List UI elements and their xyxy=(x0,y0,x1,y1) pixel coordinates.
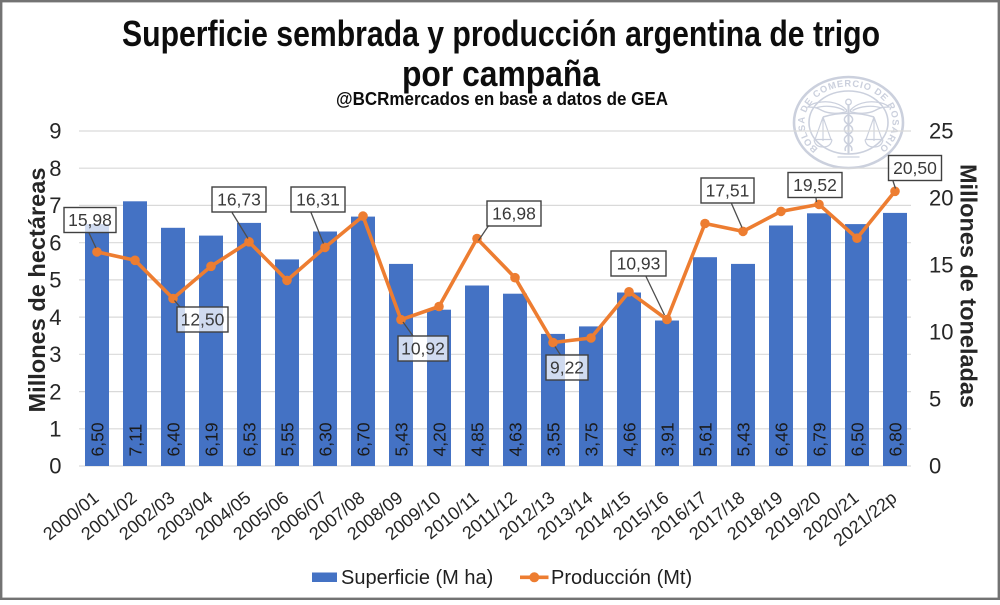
svg-text:Superficie sembrada y producci: Superficie sembrada y producción argenti… xyxy=(122,13,880,54)
svg-text:12,50: 12,50 xyxy=(181,309,225,329)
svg-text:Millones de toneladas: Millones de toneladas xyxy=(956,164,982,408)
svg-text:6,50: 6,50 xyxy=(87,422,107,456)
svg-text:3,55: 3,55 xyxy=(543,422,563,456)
svg-text:6,80: 6,80 xyxy=(885,422,905,456)
svg-text:4,66: 4,66 xyxy=(619,422,639,456)
svg-text:10: 10 xyxy=(929,320,953,345)
svg-text:16,31: 16,31 xyxy=(296,189,340,209)
svg-text:10,93: 10,93 xyxy=(617,253,661,273)
svg-text:8: 8 xyxy=(49,156,61,181)
svg-text:6,53: 6,53 xyxy=(239,422,259,456)
svg-text:6,19: 6,19 xyxy=(201,422,221,456)
svg-text:7: 7 xyxy=(49,193,61,218)
svg-text:4,63: 4,63 xyxy=(505,422,525,456)
svg-text:6,30: 6,30 xyxy=(315,422,335,456)
svg-text:19,52: 19,52 xyxy=(793,175,837,195)
svg-text:5,43: 5,43 xyxy=(391,422,411,456)
svg-text:25: 25 xyxy=(929,119,953,144)
svg-text:9,22: 9,22 xyxy=(550,357,584,377)
svg-text:15: 15 xyxy=(929,253,953,278)
svg-text:10,92: 10,92 xyxy=(401,338,445,358)
svg-text:Millones de hectáreas: Millones de hectáreas xyxy=(24,168,50,413)
svg-text:6,46: 6,46 xyxy=(771,422,791,456)
svg-text:5,43: 5,43 xyxy=(733,422,753,456)
svg-text:Producción (Mt): Producción (Mt) xyxy=(551,567,692,589)
svg-text:7,11: 7,11 xyxy=(125,424,145,457)
svg-text:Superficie (M ha): Superficie (M ha) xyxy=(341,567,493,589)
svg-text:6,70: 6,70 xyxy=(353,422,373,456)
svg-text:4: 4 xyxy=(49,305,61,330)
svg-text:@BCRmercados en base a datos d: @BCRmercados en base a datos de GEA xyxy=(336,89,668,109)
svg-text:0: 0 xyxy=(929,454,941,479)
svg-text:2: 2 xyxy=(49,379,61,404)
svg-text:1: 1 xyxy=(49,417,61,442)
svg-text:6: 6 xyxy=(49,230,61,255)
svg-text:17,51: 17,51 xyxy=(706,180,750,200)
svg-text:4,20: 4,20 xyxy=(429,422,449,456)
svg-text:4,85: 4,85 xyxy=(467,422,487,456)
svg-text:6,50: 6,50 xyxy=(847,422,867,456)
svg-text:16,98: 16,98 xyxy=(492,203,536,223)
svg-text:0: 0 xyxy=(49,454,61,479)
svg-text:20: 20 xyxy=(929,186,953,211)
svg-text:5: 5 xyxy=(929,387,941,412)
svg-text:20,50: 20,50 xyxy=(893,158,937,178)
svg-text:15,98: 15,98 xyxy=(68,210,112,230)
svg-text:3: 3 xyxy=(49,342,61,367)
svg-text:5,55: 5,55 xyxy=(277,422,297,456)
svg-text:9: 9 xyxy=(49,119,61,144)
svg-text:3,91: 3,91 xyxy=(657,422,677,456)
svg-text:6,40: 6,40 xyxy=(163,422,183,456)
svg-text:6,79: 6,79 xyxy=(809,422,829,456)
svg-text:5,61: 5,61 xyxy=(695,422,715,456)
svg-text:por campaña: por campaña xyxy=(402,53,601,94)
svg-text:5: 5 xyxy=(49,268,61,293)
svg-text:3,75: 3,75 xyxy=(581,422,601,456)
svg-text:16,73: 16,73 xyxy=(217,189,261,209)
